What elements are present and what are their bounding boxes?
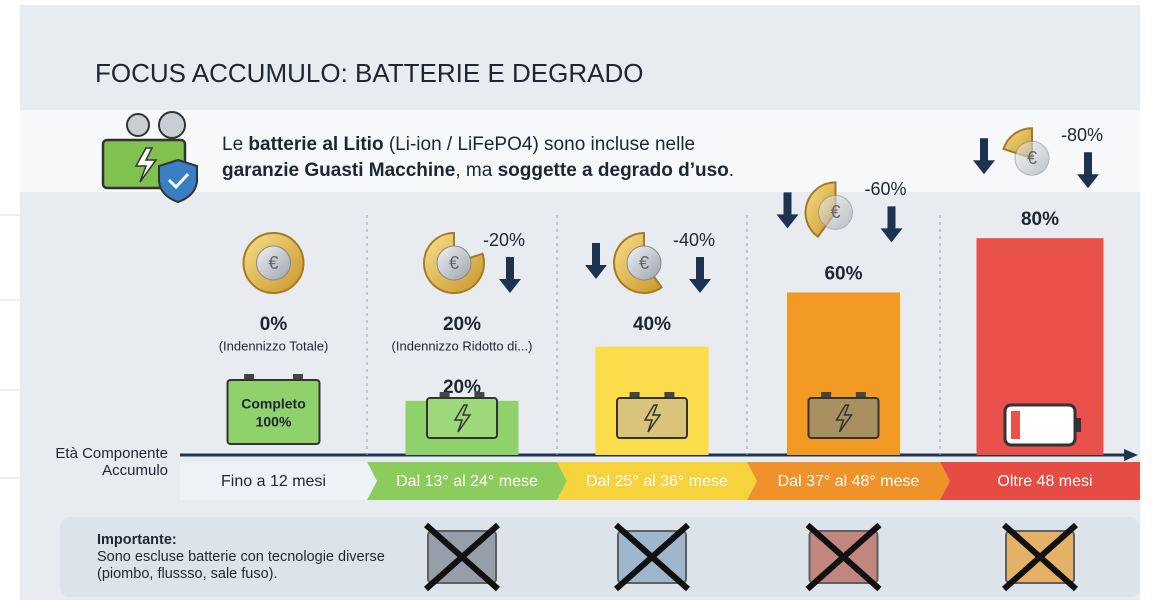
battery-body	[427, 398, 497, 438]
intro-text: .	[729, 160, 734, 181]
intro-line: Le batterie al Litio (Li-ion / LiFePO4) …	[222, 132, 734, 158]
intro-line: garanzie Guasti Macchine, ma soggette a …	[222, 158, 734, 184]
value-label: 40%	[633, 314, 671, 335]
coin-symbol: €	[449, 253, 459, 273]
change-label: -20%	[483, 230, 525, 250]
value-label: 80%	[1021, 209, 1059, 230]
x-tick-label: Dal 13° al 24° mese	[396, 473, 538, 490]
battery-label: Completo	[241, 396, 306, 412]
x-axis-label: Età Componente Accumulo	[52, 445, 168, 479]
intro-bold: garanzie Guasti Macchine	[222, 160, 455, 181]
intro-text: , ma	[455, 160, 497, 181]
sub-label: (Indennizzo Totale)	[219, 338, 329, 353]
change-label: -60%	[864, 179, 906, 199]
coin-symbol: €	[830, 202, 840, 222]
intro-bold: soggette a degrado d’uso	[498, 160, 729, 181]
intro-text: (Li-ion / LiFePO4) sono incluse nelle	[384, 134, 696, 155]
sub-label: (Indennizzo Ridotto di...)	[392, 338, 533, 353]
x-tick-label: Oltre 48 mesi	[997, 473, 1092, 490]
x-tick-label: Dal 25° al 36° mese	[586, 473, 728, 490]
battery-label: 100%	[256, 414, 292, 430]
change-label: -80%	[1061, 125, 1103, 145]
battery-tip	[1075, 418, 1081, 432]
battery-level	[1011, 411, 1020, 439]
battery-body	[617, 398, 687, 438]
battery-body	[809, 398, 879, 438]
intro-bold: batterie al Litio	[248, 134, 383, 155]
chart: FOCUS ACCUMULO: BATTERIE E DEGRADO Fino …	[0, 0, 1152, 600]
coin-symbol: €	[639, 253, 649, 273]
chart-title: FOCUS ACCUMULO: BATTERIE E DEGRADO	[95, 58, 643, 88]
value-label: 20%	[443, 314, 481, 335]
battery-body	[228, 380, 320, 444]
x-tick-label: Dal 37° al 48° mese	[778, 473, 920, 490]
coin-symbol: €	[1027, 148, 1037, 168]
note: Importante:Sono escluse batterie con tec…	[97, 532, 407, 583]
page: FOCUS ACCUMULO: BATTERIE E DEGRADO Fino …	[0, 0, 1152, 600]
intro-text: Le	[222, 134, 248, 155]
coin-symbol: €	[268, 253, 278, 273]
note-text: Sono escluse batterie con tecnologie div…	[97, 549, 385, 582]
background	[20, 5, 1140, 600]
x-tick-label: Fino a 12 mesi	[221, 473, 326, 490]
value-label: 0%	[260, 314, 288, 335]
value-label: 60%	[824, 263, 862, 284]
intro: Le batterie al Litio (Li-ion / LiFePO4) …	[222, 132, 734, 184]
note-title: Importante:	[97, 532, 407, 549]
change-label: -40%	[673, 230, 715, 250]
